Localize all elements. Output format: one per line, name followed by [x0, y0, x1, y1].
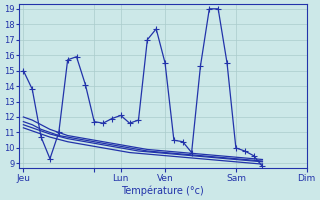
X-axis label: Température (°c): Température (°c): [122, 185, 204, 196]
